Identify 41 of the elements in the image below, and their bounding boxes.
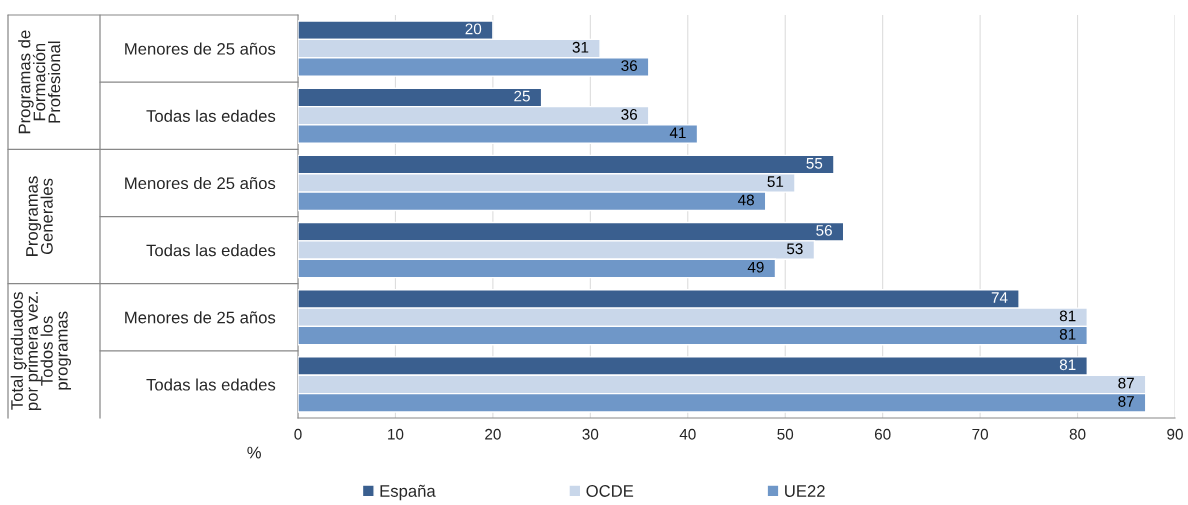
data-label: 25 xyxy=(514,90,530,102)
data-label: 87 xyxy=(1118,377,1134,389)
x-tick-label: 50 xyxy=(777,428,794,440)
data-label: 51 xyxy=(767,176,784,188)
y-tick-label: Todas las edades xyxy=(146,244,276,257)
data-label: 31 xyxy=(572,41,589,53)
y-tick-label: Menores de 25 años xyxy=(125,42,276,55)
data-label: 74 xyxy=(991,292,1008,303)
x-tick-label: 10 xyxy=(388,428,404,440)
text: Programas de Formación Profesional xyxy=(18,30,61,134)
data-label: 36 xyxy=(621,60,638,72)
text: Programas Generales xyxy=(26,176,53,256)
data-label: 41 xyxy=(669,127,686,139)
data-label: 81 xyxy=(1059,359,1076,371)
data-label: 36 xyxy=(621,109,638,120)
data-label: 49 xyxy=(747,261,764,273)
x-tick-label: 30 xyxy=(582,428,599,440)
x-tick-label: 0 xyxy=(294,428,302,440)
legend-label: OCDE xyxy=(586,485,634,497)
data-label: 56 xyxy=(816,225,832,236)
y-tick-label: Todas las edades xyxy=(146,378,276,391)
x-tick-label: 20 xyxy=(485,428,501,440)
data-label: 55 xyxy=(806,158,823,169)
data-label: 81 xyxy=(1059,328,1076,340)
y-tick-label: Menores de 25 años xyxy=(125,176,276,190)
legend-label: UE22 xyxy=(785,485,825,497)
x-tick-label: 60 xyxy=(874,428,891,440)
y-tick-label: Menores de 25 años xyxy=(125,311,276,324)
data-label: 48 xyxy=(737,194,754,206)
x-axis-title: % xyxy=(247,446,261,459)
x-tick-label: 90 xyxy=(1167,428,1183,440)
data-label: 81 xyxy=(1059,310,1076,322)
x-tick-label: 70 xyxy=(972,428,989,440)
x-tick-label: 40 xyxy=(679,428,696,440)
x-tick-label: 80 xyxy=(1069,428,1086,440)
data-label: 87 xyxy=(1118,396,1134,407)
data-label: 20 xyxy=(465,23,482,35)
y-tick-label: Todas las edades xyxy=(146,109,276,122)
text: Total graduados por primera vez. Todos los programas xyxy=(10,292,72,410)
legend-label: España xyxy=(380,484,436,501)
data-label: 53 xyxy=(786,243,803,255)
